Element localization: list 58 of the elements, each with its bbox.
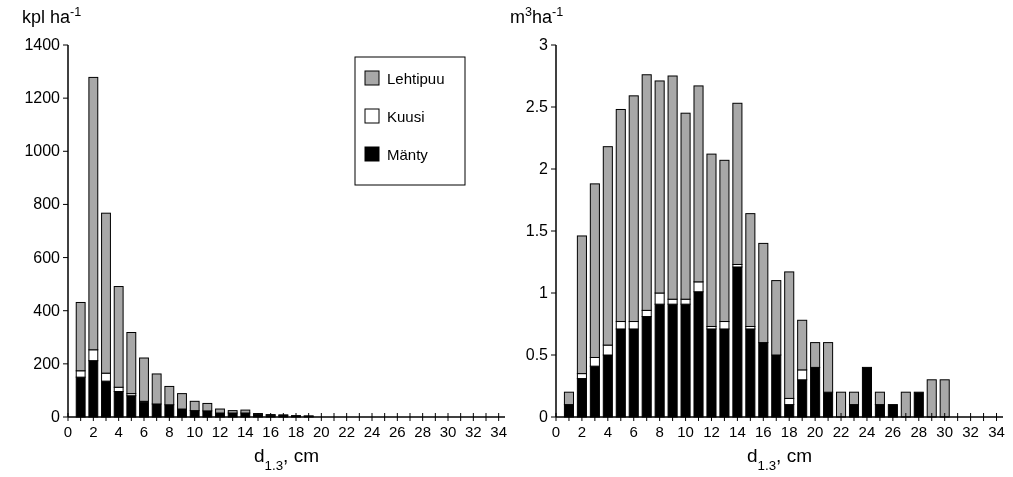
y-tick-label: 1400 [24, 36, 61, 53]
legend-label: Kuusi [387, 108, 425, 125]
x-tick-label: 2 [577, 423, 587, 440]
y-tick-label: 400 [33, 301, 61, 319]
y-tick-label: 1 [539, 284, 549, 301]
legend-label: Lehtipuu [387, 70, 445, 87]
x-tick-label: 10 [677, 423, 694, 440]
x-tick-label: 34 [490, 423, 508, 440]
x-tick-label: 26 [388, 423, 406, 440]
x-tick-label: 20 [806, 423, 824, 440]
y-tick-label: 3 [539, 36, 549, 53]
x-tick-label: 8 [655, 423, 664, 440]
y-tick-label: 0.5 [525, 346, 549, 363]
x-tick-label: 34 [988, 423, 1005, 440]
x-axis-title: d$_{1.3}$, cm [254, 445, 319, 473]
y-tick-label: 1.5 [525, 222, 549, 239]
x-tick-label: 20 [312, 423, 330, 440]
x-tick-label: 2 [89, 423, 98, 440]
x-tick-label: 26 [884, 423, 902, 440]
x-tick-label: 24 [363, 423, 381, 440]
x-tick-label: 18 [780, 423, 798, 440]
y-axis-title: m$^{3}$ha$^{-1}$ [510, 5, 564, 27]
x-tick-label: 32 [962, 423, 979, 440]
x-tick-label: 14 [236, 423, 254, 440]
x-tick-label: 30 [439, 423, 457, 440]
legend-label: Mänty [387, 146, 429, 163]
y-tick-label: 0 [539, 408, 549, 425]
x-tick-label: 10 [186, 423, 204, 440]
y-tick-label: 200 [33, 354, 61, 372]
x-tick-label: 4 [114, 423, 123, 440]
y-tick-label: 600 [33, 248, 61, 266]
x-tick-label: 6 [629, 423, 638, 440]
x-tick-label: 22 [338, 423, 356, 440]
x-tick-label: 28 [910, 423, 928, 440]
x-tick-label: 24 [858, 423, 876, 440]
y-tick-label: 1000 [24, 142, 61, 160]
x-tick-label: 32 [464, 423, 482, 440]
x-tick-label: 28 [414, 423, 432, 440]
x-tick-label: 6 [139, 423, 149, 440]
x-axis-title: d$_{1.3}$, cm [747, 445, 812, 473]
x-tick-label: 12 [211, 423, 229, 440]
x-tick-label: 16 [754, 423, 772, 440]
x-tick-label: 8 [165, 423, 174, 440]
y-tick-label: 2 [539, 160, 549, 177]
y-tick-label: 800 [33, 195, 61, 213]
x-tick-label: 18 [287, 423, 305, 440]
x-tick-label: 12 [703, 423, 720, 440]
y-tick-label: 2.5 [525, 98, 549, 115]
x-tick-label: 16 [262, 423, 280, 440]
x-tick-label: 22 [832, 423, 850, 440]
y-tick-label: 1200 [24, 89, 61, 107]
y-tick-label: 0 [51, 408, 61, 425]
y-axis-title: kpl ha$^{-1}$ [22, 5, 82, 27]
x-tick-label: 0 [551, 423, 561, 440]
x-tick-label: 0 [63, 423, 73, 440]
x-tick-label: 14 [729, 423, 746, 440]
x-tick-label: 30 [936, 423, 954, 440]
x-tick-label: 4 [603, 423, 612, 440]
